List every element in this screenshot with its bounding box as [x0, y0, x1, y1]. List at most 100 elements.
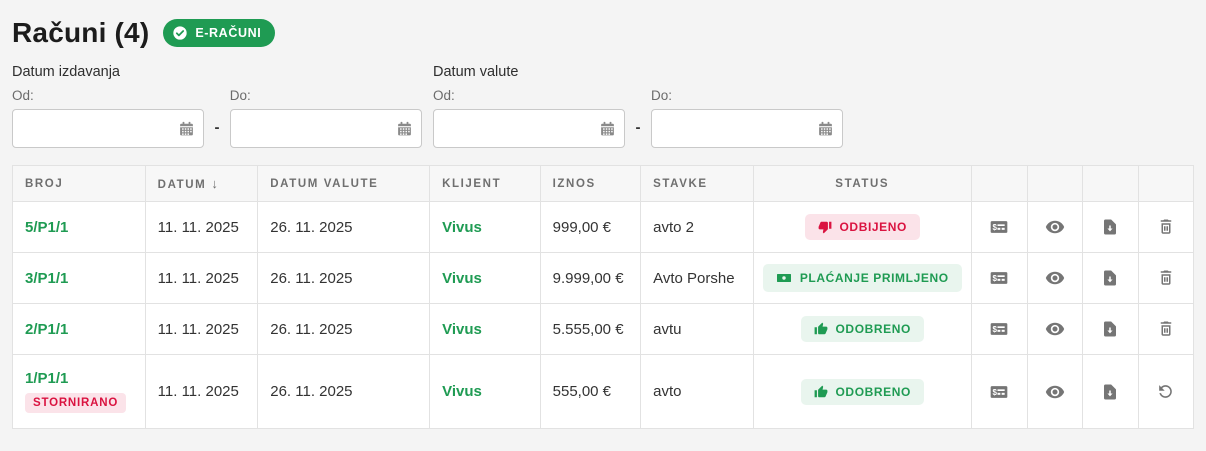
download-button[interactable] — [1093, 375, 1127, 409]
payment-details-button[interactable]: $ — [982, 375, 1016, 409]
payment-details-icon: $ — [989, 319, 1009, 339]
invoices-table: BROJ DATUM ↓ DATUM VALUTE KLIJENT IZNOS S… — [12, 165, 1195, 429]
invoice-items: avto 2 — [640, 201, 754, 253]
column-header-datum-valute: DATUM VALUTE — [257, 165, 431, 202]
issue-date-to-label: Do: — [229, 88, 251, 103]
check-circle-icon — [172, 25, 188, 41]
status-badge: PLAĆANJE PRIMLJENO — [762, 264, 962, 292]
delete-button[interactable] — [1149, 312, 1183, 346]
file-download-icon — [1101, 383, 1119, 401]
calendar-icon — [396, 120, 413, 137]
invoice-amount: 999,00 € — [539, 201, 642, 253]
date-range-separator: - — [214, 119, 220, 136]
column-header-actions-3 — [1082, 165, 1139, 202]
file-download-icon — [1101, 320, 1119, 338]
column-header-actions-1 — [970, 165, 1029, 202]
stornirano-badge: STORNIRANO — [25, 393, 127, 413]
payment-details-button[interactable]: $ — [982, 312, 1016, 346]
client-link[interactable]: Vivus — [442, 218, 482, 236]
table-row: 5/P1/1 11. 11. 2025 26. 11. 2025 Vivus 9… — [12, 201, 1195, 253]
value-date-to-label: Do: — [651, 88, 673, 103]
column-header-datum[interactable]: DATUM ↓ — [144, 165, 259, 202]
view-button[interactable] — [1038, 210, 1072, 244]
column-header-klijent: KLIJENT — [429, 165, 541, 202]
view-button[interactable] — [1038, 261, 1072, 295]
restore-button[interactable] — [1149, 375, 1183, 409]
download-button[interactable] — [1093, 261, 1127, 295]
file-download-icon — [1101, 269, 1119, 287]
view-button[interactable] — [1038, 375, 1072, 409]
issue-date-from-input[interactable] — [12, 109, 205, 148]
column-header-stavke: STAVKE — [640, 165, 754, 202]
invoice-items: avtu — [640, 303, 754, 355]
svg-text:$: $ — [993, 325, 998, 334]
download-button[interactable] — [1093, 312, 1127, 346]
column-header-actions-2 — [1027, 165, 1084, 202]
status-badge: ODOBRENO — [800, 316, 924, 342]
page-title: Računi (4) — [12, 17, 150, 48]
date-range-separator: - — [635, 119, 641, 136]
invoice-number-link[interactable]: 5/P1/1 — [25, 218, 69, 236]
client-link[interactable]: Vivus — [442, 269, 482, 287]
invoice-number-link[interactable]: 2/P1/1 — [25, 320, 69, 338]
payment-details-icon: $ — [989, 268, 1009, 288]
issue-date-to-input[interactable] — [229, 109, 422, 148]
thumbs-up-icon — [814, 385, 828, 399]
table-row: 1/P1/1 STORNIRANO 11. 11. 2025 26. 11. 2… — [12, 354, 1195, 429]
eye-icon — [1045, 319, 1065, 339]
trash-icon — [1157, 320, 1175, 338]
view-button[interactable] — [1038, 312, 1072, 346]
column-header-status: STATUS — [752, 165, 972, 202]
invoice-amount: 9.999,00 € — [539, 252, 642, 304]
column-header-iznos: IZNOS — [539, 165, 642, 202]
svg-text:$: $ — [993, 388, 998, 397]
invoice-value-date: 26. 11. 2025 — [257, 303, 431, 355]
column-header-actions-4 — [1137, 165, 1195, 202]
calendar-icon — [178, 120, 195, 137]
status-label: ODOBRENO — [835, 322, 911, 336]
status-label: ODOBRENO — [835, 384, 911, 399]
thumbs-up-icon — [814, 322, 828, 336]
sort-descending-icon[interactable]: ↓ — [211, 176, 218, 191]
status-label: ODBIJENO — [839, 220, 907, 234]
payment-details-button[interactable]: $ — [982, 261, 1016, 295]
filter-issue-date-title: Datum izdavanja — [12, 64, 120, 80]
payment-details-icon: $ — [989, 382, 1009, 402]
thumbs-down-icon — [818, 220, 832, 234]
svg-text:$: $ — [993, 274, 998, 283]
status-badge: ODOBRENO — [800, 378, 924, 405]
download-button[interactable] — [1093, 210, 1127, 244]
invoice-amount: 5.555,00 € — [539, 303, 642, 355]
payment-details-button[interactable]: $ — [982, 210, 1016, 244]
eye-icon — [1045, 217, 1065, 237]
invoice-date: 11. 11. 2025 — [144, 201, 259, 253]
status-badge: ODBIJENO — [804, 214, 920, 240]
restore-icon — [1156, 382, 1175, 401]
table-header-row: BROJ DATUM ↓ DATUM VALUTE KLIJENT IZNOS S… — [12, 165, 1195, 202]
eye-icon — [1045, 382, 1065, 402]
client-link[interactable]: Vivus — [442, 383, 482, 400]
delete-button[interactable] — [1149, 210, 1183, 244]
value-date-from-label: Od: — [433, 88, 455, 103]
client-link[interactable]: Vivus — [442, 320, 482, 338]
status-label: PLAĆANJE PRIMLJENO — [799, 271, 949, 285]
invoice-number-link[interactable]: 3/P1/1 — [25, 269, 69, 287]
payment-details-icon: $ — [989, 217, 1009, 237]
value-date-from-input[interactable] — [433, 109, 625, 148]
invoice-items: avto — [640, 354, 754, 429]
value-date-to-input[interactable] — [651, 109, 843, 148]
calendar-icon — [599, 120, 616, 137]
trash-icon — [1157, 218, 1175, 236]
invoice-date: 11. 11. 2025 — [144, 354, 259, 429]
eye-icon — [1045, 268, 1065, 288]
invoice-date: 11. 11. 2025 — [144, 303, 259, 355]
filters: Datum izdavanja Od: - Do: — [12, 64, 1194, 148]
table-row: 3/P1/1 11. 11. 2025 26. 11. 2025 Vivus 9… — [12, 252, 1195, 304]
invoice-items: Avto Porshe — [640, 252, 754, 304]
invoice-value-date: 26. 11. 2025 — [257, 354, 431, 429]
table-row: 2/P1/1 11. 11. 2025 26. 11. 2025 Vivus 5… — [12, 303, 1195, 355]
delete-button[interactable] — [1149, 261, 1183, 295]
calendar-icon — [817, 120, 834, 137]
invoice-date: 11. 11. 2025 — [144, 252, 259, 304]
invoice-number-link[interactable]: 1/P1/1 — [25, 370, 69, 387]
